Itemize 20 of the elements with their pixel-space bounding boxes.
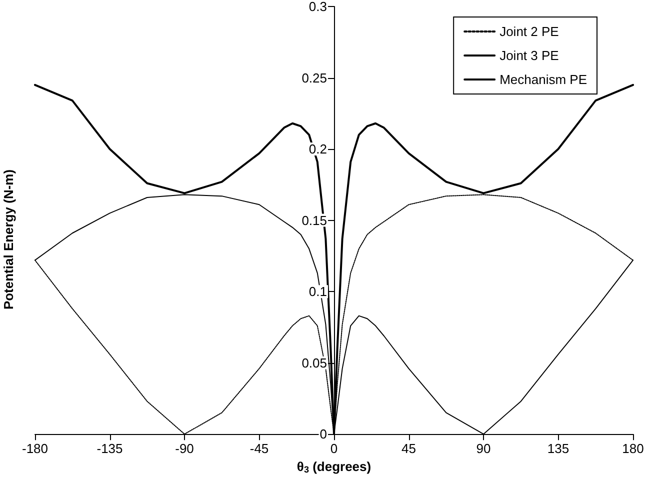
x-tick-label: 90 <box>476 441 491 456</box>
x-tick-label: 0 <box>330 441 338 456</box>
x-tick-label: 180 <box>622 441 644 456</box>
y-axis-title: Potential Energy (N-m) <box>1 169 16 310</box>
legend-label: Joint 2 PE <box>500 24 560 39</box>
y-tick-label: 0 <box>320 426 327 442</box>
y-tick-label: 0.25 <box>302 70 327 86</box>
y-tick-label: 0.05 <box>302 355 327 370</box>
y-tick-label: 0.3 <box>308 0 327 14</box>
x-tick-label: -180 <box>22 441 48 456</box>
x-tick-label: -90 <box>175 441 194 456</box>
y-tick-label: 0.1 <box>308 284 327 300</box>
x-tick-label: 45 <box>402 441 416 456</box>
legend-label: Joint 3 PE <box>500 48 560 63</box>
x-tick-label: 135 <box>547 441 570 456</box>
y-tick-label: 0.2 <box>308 142 327 157</box>
x-tick-label: -135 <box>96 441 123 456</box>
legend-label: Mechanism PE <box>500 72 588 87</box>
y-tick-label: 0.15 <box>302 212 327 228</box>
x-tick-label: -45 <box>250 441 269 456</box>
